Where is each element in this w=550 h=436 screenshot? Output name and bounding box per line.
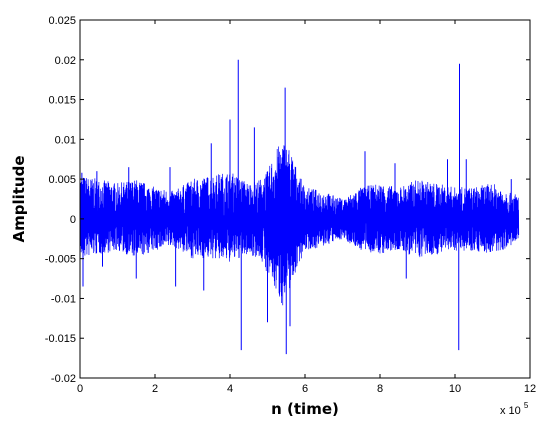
x-tick-label: 4 [227,383,233,395]
y-axis-label: Amplitude [10,155,28,242]
x-tick-label: 0 [77,383,83,395]
y-tick-label: 0.015 [48,95,76,107]
x-scale-exponent: 5 [524,401,529,410]
y-tick-label: 0.005 [48,174,76,186]
x-tick-label: 8 [377,383,383,395]
x-axis-label: n (time) [271,400,339,418]
y-tick-label: 0.025 [48,15,76,27]
x-tick-label: 12 [524,383,536,395]
x-tick-label: 6 [302,383,308,395]
plot-area [79,59,520,355]
y-tick-label: -0.005 [45,254,76,266]
signal-waveform [79,145,520,306]
y-tick-label: 0 [70,214,76,226]
y-tick-label: -0.01 [51,293,76,305]
x-scale-note: x 10 [500,405,521,417]
x-tick-label: 2 [152,383,158,395]
y-tick-label: 0.01 [55,134,76,146]
axis-ticks: 0 2 4 6 8 10 12 -0.02 -0.015 -0.01 -0.005 0 0.005 0.0… [45,15,536,395]
y-tick-label: 0.02 [55,55,76,67]
y-tick-label: -0.015 [45,333,76,345]
y-tick-label: -0.02 [51,373,76,385]
x-scale-multiplier: x 10 5 [500,401,529,417]
x-tick-label: 10 [449,383,461,395]
